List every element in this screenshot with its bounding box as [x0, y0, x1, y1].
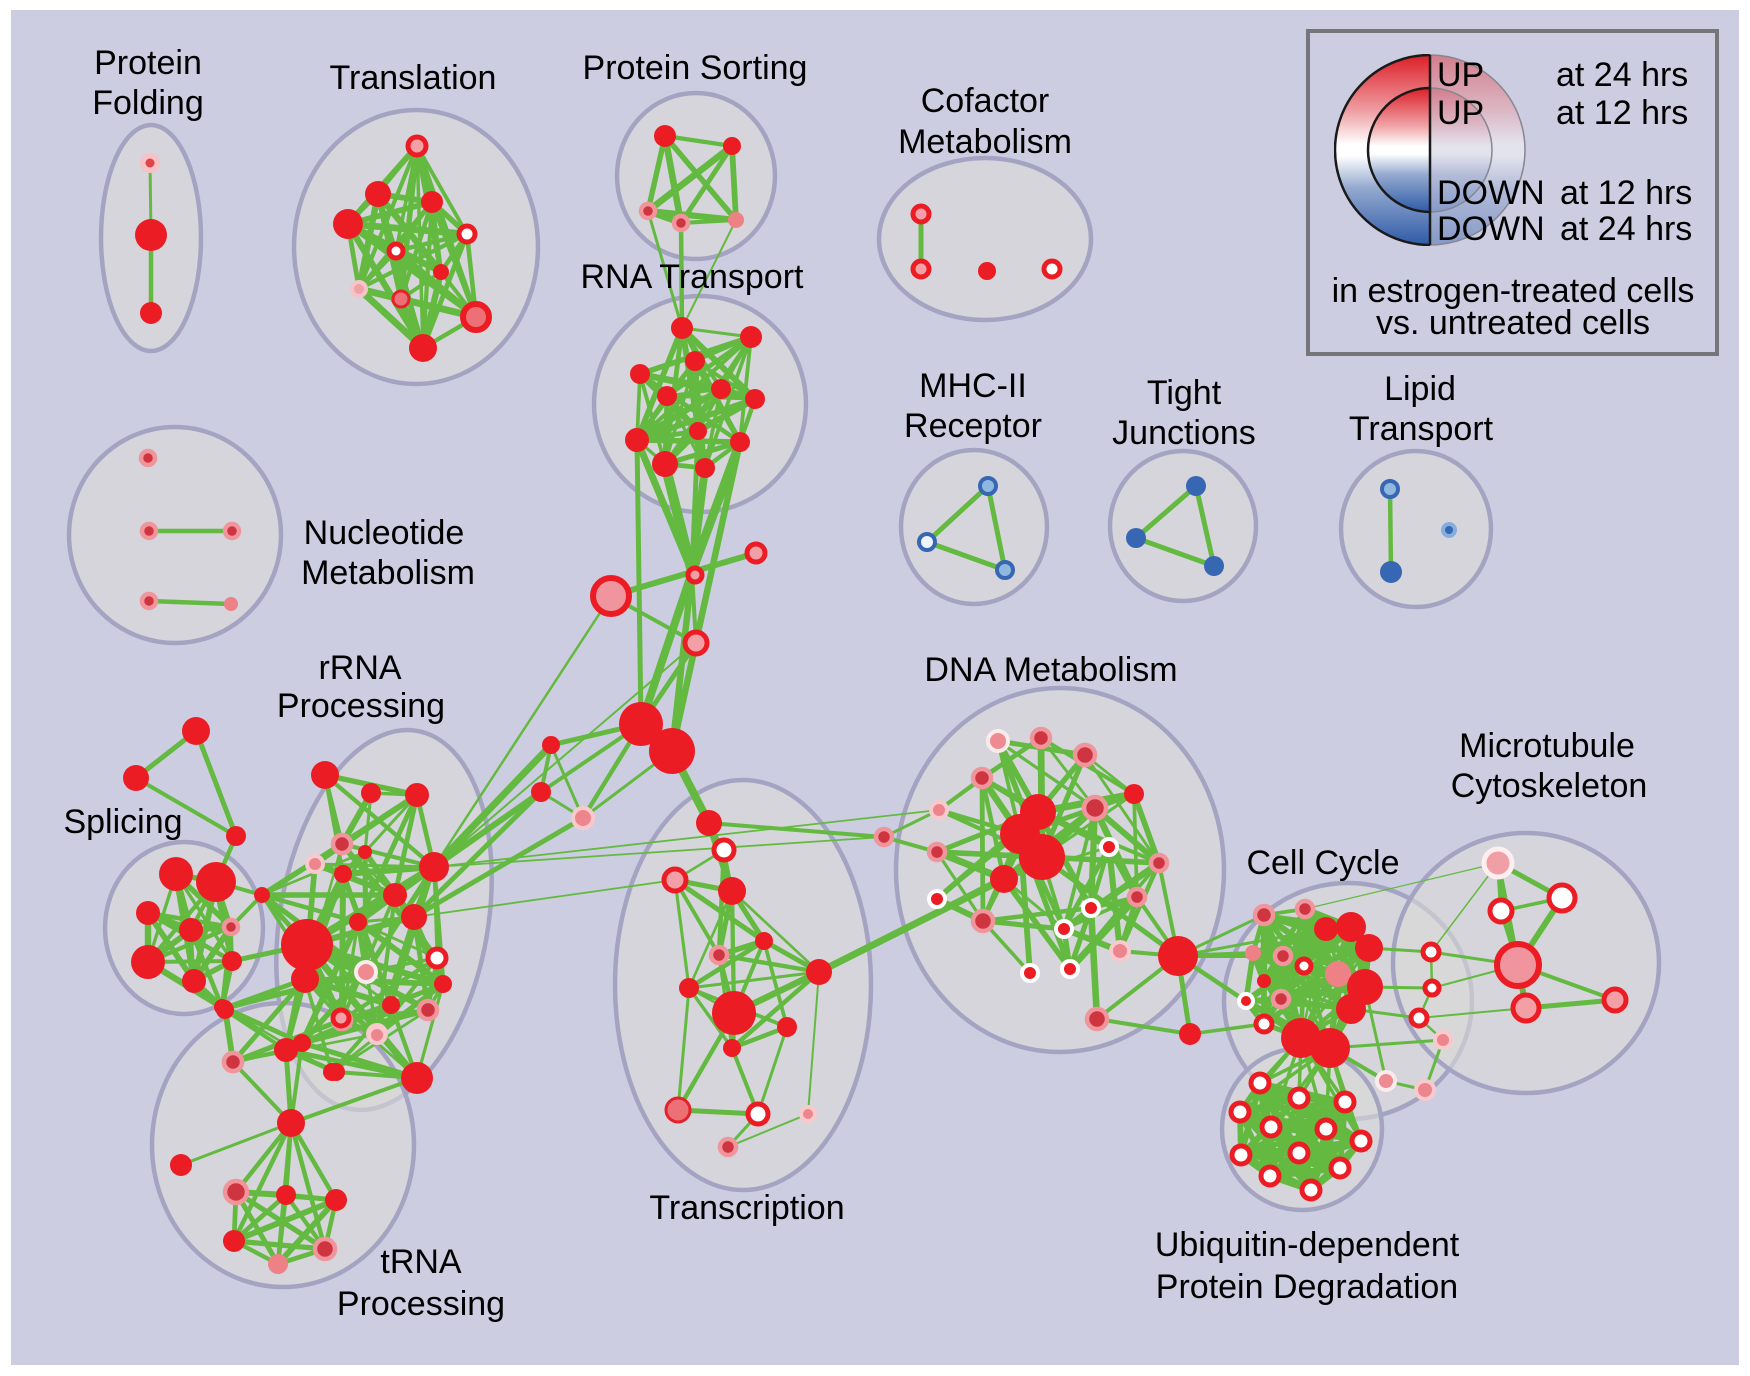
svg-text:DOWN: DOWN	[1437, 174, 1545, 212]
svg-text:Splicing: Splicing	[63, 803, 182, 841]
svg-text:Metabolism: Metabolism	[301, 554, 475, 592]
svg-text:tRNA: tRNA	[380, 1243, 462, 1281]
svg-text:Metabolism: Metabolism	[898, 123, 1072, 161]
svg-text:Transport: Transport	[1349, 410, 1494, 448]
svg-text:UP: UP	[1437, 56, 1484, 94]
svg-text:Microtubule: Microtubule	[1459, 727, 1635, 765]
svg-text:Cell Cycle: Cell Cycle	[1246, 844, 1399, 882]
svg-text:at 12 hrs: at 12 hrs	[1556, 94, 1688, 132]
svg-text:Folding: Folding	[92, 84, 204, 122]
svg-text:DOWN: DOWN	[1437, 210, 1545, 248]
svg-text:Protein Degradation: Protein Degradation	[1156, 1268, 1458, 1306]
svg-text:at 24 hrs: at 24 hrs	[1556, 56, 1688, 94]
svg-text:Processing: Processing	[277, 687, 445, 725]
svg-text:at 12 hrs: at 12 hrs	[1560, 174, 1692, 212]
svg-text:Protein Sorting: Protein Sorting	[583, 49, 808, 87]
svg-text:Nucleotide: Nucleotide	[304, 514, 465, 552]
svg-text:Lipid: Lipid	[1384, 370, 1456, 408]
svg-text:Receptor: Receptor	[904, 407, 1042, 445]
svg-text:Processing: Processing	[337, 1285, 505, 1323]
svg-text:Transcription: Transcription	[649, 1189, 844, 1227]
svg-text:Cytoskeleton: Cytoskeleton	[1451, 767, 1648, 805]
svg-text:vs. untreated cells: vs. untreated cells	[1376, 304, 1650, 342]
svg-text:UP: UP	[1437, 94, 1484, 132]
svg-text:rRNA: rRNA	[318, 649, 401, 687]
svg-text:RNA Transport: RNA Transport	[581, 258, 805, 296]
svg-text:in estrogen-treated cells: in estrogen-treated cells	[1332, 272, 1695, 310]
svg-text:MHC-II: MHC-II	[919, 367, 1027, 405]
svg-text:Ubiquitin-dependent: Ubiquitin-dependent	[1155, 1226, 1460, 1264]
svg-text:DNA Metabolism: DNA Metabolism	[924, 651, 1177, 689]
svg-text:Protein: Protein	[94, 44, 202, 82]
svg-text:Tight: Tight	[1147, 374, 1222, 412]
svg-text:at 24 hrs: at 24 hrs	[1560, 210, 1692, 248]
svg-text:Junctions: Junctions	[1112, 414, 1256, 452]
svg-text:Cofactor: Cofactor	[921, 82, 1050, 120]
svg-text:Translation: Translation	[330, 59, 497, 97]
